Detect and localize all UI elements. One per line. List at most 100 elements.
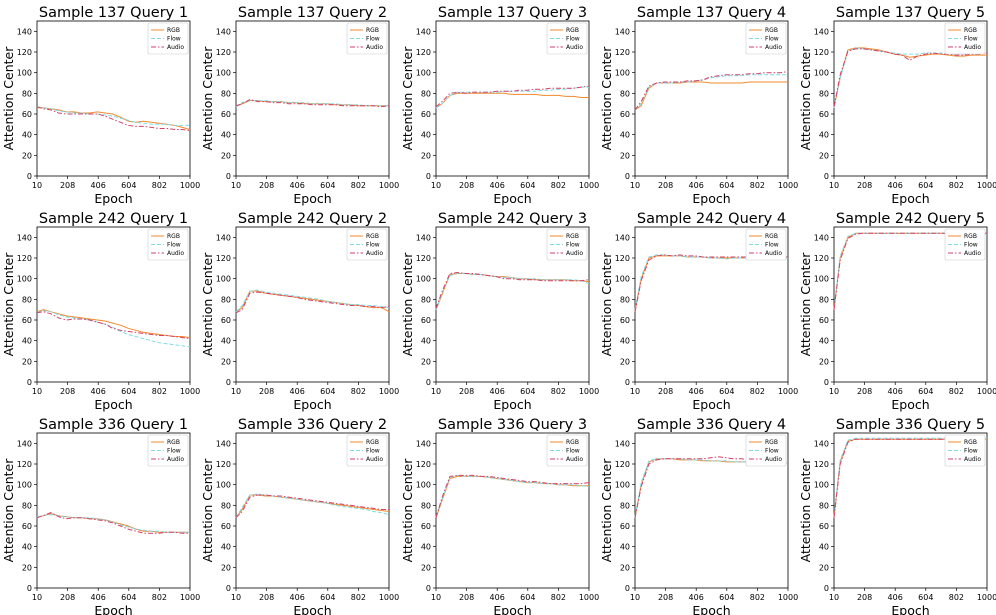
x-tick-label: 406 <box>91 181 106 190</box>
x-tick-label: 802 <box>351 593 366 602</box>
y-tick-label: 0 <box>625 584 630 593</box>
x-tick-label: 802 <box>152 387 167 396</box>
x-tick-label: 1000 <box>379 387 399 396</box>
series-line-audio <box>235 494 389 519</box>
chart-title: Sample 336 Query 1 <box>39 417 188 433</box>
series-line-audio <box>833 232 987 310</box>
legend-label: Audio <box>167 250 184 257</box>
y-tick-label: 80 <box>819 295 829 304</box>
x-axis-label: Epoch <box>94 603 132 615</box>
y-tick-label: 0 <box>426 172 431 181</box>
chart-title: Sample 336 Query 3 <box>438 417 587 433</box>
legend-label: Flow <box>765 36 779 43</box>
y-axis-label: Attention Center <box>200 46 215 151</box>
x-tick-label: 406 <box>888 593 903 602</box>
legend-box <box>944 434 986 467</box>
legend-label: Audio <box>765 456 782 463</box>
x-tick-label: 604 <box>719 387 734 396</box>
x-tick-label: 208 <box>60 387 75 396</box>
y-axis-label: Attention Center <box>200 458 215 563</box>
x-tick-label: 802 <box>949 181 964 190</box>
legend-label: RGB <box>566 233 579 240</box>
y-tick-label: 20 <box>221 357 231 366</box>
x-tick-label: 604 <box>918 387 933 396</box>
x-tick-label: 10 <box>829 387 839 396</box>
y-tick-label: 80 <box>221 295 231 304</box>
x-tick-label: 1000 <box>579 593 599 602</box>
y-tick-label: 120 <box>814 48 829 57</box>
y-tick-label: 60 <box>620 110 630 119</box>
legend-box <box>147 434 189 467</box>
x-tick-label: 208 <box>60 181 75 190</box>
x-tick-label: 802 <box>949 593 964 602</box>
x-axis-label: Epoch <box>293 603 331 615</box>
y-tick-label: 60 <box>819 316 829 325</box>
chart-title: Sample 336 Query 2 <box>238 417 387 433</box>
x-tick-label: 1000 <box>977 181 996 190</box>
x-tick-label: 208 <box>259 181 274 190</box>
x-tick-label: 208 <box>658 387 673 396</box>
y-tick-label: 60 <box>620 316 630 325</box>
y-tick-label: 60 <box>221 110 231 119</box>
x-tick-label: 406 <box>91 593 106 602</box>
y-tick-label: 0 <box>824 172 829 181</box>
x-tick-label: 802 <box>750 593 765 602</box>
x-axis-label: Epoch <box>891 191 929 206</box>
legend-box <box>346 228 388 261</box>
y-tick-label: 20 <box>421 357 431 366</box>
x-tick-label: 10 <box>231 181 241 190</box>
legend-label: Audio <box>964 44 981 51</box>
x-tick-label: 208 <box>857 181 872 190</box>
x-tick-label: 406 <box>490 387 505 396</box>
x-tick-label: 604 <box>520 181 535 190</box>
y-tick-label: 120 <box>17 460 32 469</box>
y-tick-label: 0 <box>226 584 231 593</box>
y-tick-label: 40 <box>819 131 829 140</box>
x-tick-label: 1000 <box>977 387 996 396</box>
legend-label: Audio <box>964 250 981 257</box>
x-tick-label: 10 <box>829 181 839 190</box>
y-axis-label: Attention Center <box>798 252 813 357</box>
y-tick-label: 120 <box>416 460 431 469</box>
y-tick-label: 140 <box>216 233 231 242</box>
y-tick-label: 140 <box>615 27 630 36</box>
legend-box <box>147 22 189 55</box>
x-tick-label: 604 <box>121 181 136 190</box>
x-tick-label: 10 <box>630 181 640 190</box>
legend-label: Flow <box>566 242 580 249</box>
y-tick-label: 0 <box>625 378 630 387</box>
legend-label: Flow <box>167 36 181 43</box>
x-axis-label: Epoch <box>293 397 331 412</box>
y-tick-label: 80 <box>22 89 32 98</box>
y-tick-label: 0 <box>625 172 630 181</box>
x-tick-label: 208 <box>60 593 75 602</box>
x-tick-label: 604 <box>320 387 335 396</box>
y-tick-label: 0 <box>426 378 431 387</box>
series-line-audio <box>36 311 191 340</box>
chart-title: Sample 137 Query 5 <box>836 5 985 21</box>
x-tick-label: 10 <box>32 181 42 190</box>
y-tick-label: 40 <box>22 337 32 346</box>
series-line-audio <box>634 71 789 111</box>
legend-label: Flow <box>566 36 580 43</box>
x-tick-label: 802 <box>551 387 566 396</box>
x-tick-label: 604 <box>918 181 933 190</box>
y-tick-label: 80 <box>421 295 431 304</box>
legend-label: Audio <box>366 456 383 463</box>
y-tick-label: 60 <box>819 522 829 531</box>
legend-label: Flow <box>167 242 181 249</box>
y-tick-label: 100 <box>17 69 32 78</box>
x-tick-label: 604 <box>121 387 136 396</box>
x-tick-label: 1000 <box>778 387 798 396</box>
legend-label: Flow <box>964 36 978 43</box>
x-tick-label: 1000 <box>379 593 399 602</box>
